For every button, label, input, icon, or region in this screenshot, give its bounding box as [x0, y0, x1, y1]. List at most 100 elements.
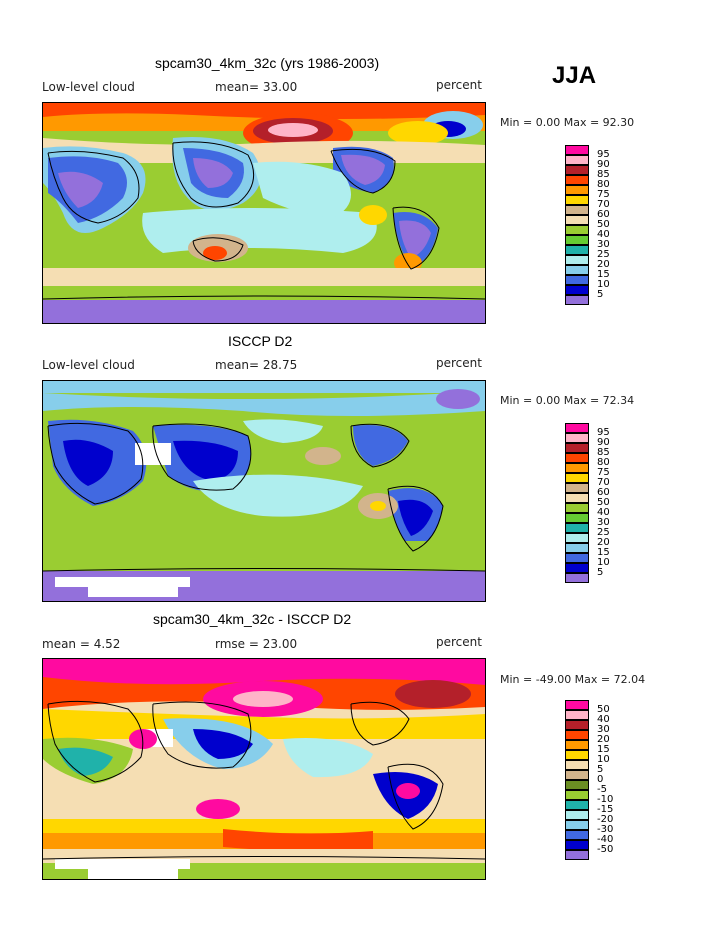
panel3-minmax: Min = -49.00 Max = 72.04: [500, 673, 646, 686]
panel1-legend-label: 40: [597, 229, 610, 240]
panel2-legend-label: 10: [597, 557, 610, 568]
panel1-legend-label: 30: [597, 239, 610, 250]
season-label: JJA: [552, 62, 597, 89]
panel3-legend-label: 30: [597, 724, 610, 735]
panel1-color-swatch: [565, 245, 589, 255]
panel3-legend-label: -10: [597, 794, 614, 805]
panel2-color-swatch: [565, 533, 589, 543]
panel2-color-swatch: [565, 503, 589, 513]
panel1-legend-label: 25: [597, 249, 610, 260]
panel1-legend-label: 50: [597, 219, 610, 230]
panel3-colorbar: 50 40 30 20 15 10 5 0 -5 -10 -15 -20 -30…: [565, 700, 655, 875]
panel1-color-swatch: [565, 165, 589, 175]
panel1-legend-label: 70: [597, 199, 610, 210]
panel1-legend-label: 80: [597, 179, 610, 190]
panel1-legend-label: 5: [597, 289, 604, 300]
panel1-field-label: Low-level cloud: [42, 80, 135, 94]
panel1-color-swatch: [565, 225, 589, 235]
panel3-legend-label: 50: [597, 704, 610, 715]
panel1-color-swatch: [565, 265, 589, 275]
panel2-legend-label: 60: [597, 487, 610, 498]
panel2-map-graphic: [43, 381, 485, 601]
panel2-legend-label: 70: [597, 477, 610, 488]
panel2-legend-label: 40: [597, 507, 610, 518]
panel3-color-swatch: [565, 850, 589, 860]
panel2-color-swatch: [565, 543, 589, 553]
panel2-legend-label: 5: [597, 567, 604, 578]
panel2-color-swatch: [565, 423, 589, 433]
panel2-field-label: Low-level cloud: [42, 358, 135, 372]
panel3-color-swatch: [565, 820, 589, 830]
panel3-legend-label: -20: [597, 814, 614, 825]
panel3-color-swatch: [565, 730, 589, 740]
panel2-legend-label: 15: [597, 547, 610, 558]
panel2-color-swatch: [565, 443, 589, 453]
panel2-legend-label: 90: [597, 437, 610, 448]
panel1-map: [42, 102, 486, 324]
panel3-legend-label: -5: [597, 784, 607, 795]
panel2-color-swatch: [565, 433, 589, 443]
panel1-units: percent: [436, 78, 482, 92]
panel3-color-swatch: [565, 710, 589, 720]
panel3-legend-label: 20: [597, 734, 610, 745]
panel1-color-swatch: [565, 155, 589, 165]
panel3-legend-label: 40: [597, 714, 610, 725]
panel1-title: spcam30_4km_32c (yrs 1986-2003): [155, 55, 380, 71]
panel1-legend-label: 15: [597, 269, 610, 280]
panel3-color-swatch: [565, 830, 589, 840]
panel3-legend-label: 10: [597, 754, 610, 765]
panel3-mean: mean = 4.52: [42, 637, 121, 651]
panel3-legend-label: -50: [597, 844, 614, 855]
panel2-legend-label: 25: [597, 527, 610, 538]
panel3-map: [42, 658, 486, 880]
panel3-color-swatch: [565, 810, 589, 820]
panel3-legend-label: -40: [597, 834, 614, 845]
panel3-map-graphic: [43, 659, 485, 879]
panel2-legend-label: 80: [597, 457, 610, 468]
panel1-color-swatch: [565, 255, 589, 265]
panel2-legend-label: 50: [597, 497, 610, 508]
panel3-color-swatch: [565, 720, 589, 730]
panel2-color-swatch: [565, 563, 589, 573]
panel2-color-swatch: [565, 573, 589, 583]
panel2-color-swatch: [565, 453, 589, 463]
panel1-color-swatch: [565, 195, 589, 205]
panel2-color-swatch: [565, 483, 589, 493]
panel2-legend-label: 20: [597, 537, 610, 548]
panel3-color-swatch: [565, 750, 589, 760]
panel2-color-swatch: [565, 553, 589, 563]
panel3-legend-label: -15: [597, 804, 614, 815]
panel2-color-swatch: [565, 513, 589, 523]
panel3-color-swatch: [565, 770, 589, 780]
panel3-color-swatch: [565, 790, 589, 800]
panel2-legend-label: 30: [597, 517, 610, 528]
panel3-legend-label: 0: [597, 774, 604, 785]
panel2-units: percent: [436, 356, 482, 370]
panel1-color-swatch: [565, 235, 589, 245]
panel1-mean: mean= 33.00: [215, 80, 298, 94]
panel1-color-swatch: [565, 295, 589, 305]
panel1-legend-label: 75: [597, 189, 610, 200]
panel3-color-swatch: [565, 840, 589, 850]
panel2-minmax: Min = 0.00 Max = 72.34: [500, 394, 635, 407]
panel3-color-swatch: [565, 740, 589, 750]
panel3-color-swatch: [565, 780, 589, 790]
panel1-map-graphic: [43, 103, 485, 323]
panel2-color-swatch: [565, 493, 589, 503]
panel1-minmax: Min = 0.00 Max = 92.30: [500, 116, 635, 129]
panel3-color-swatch: [565, 700, 589, 710]
panel2-color-swatch: [565, 523, 589, 533]
panel1-color-swatch: [565, 175, 589, 185]
panel1-legend-label: 95: [597, 149, 610, 160]
panel1-legend-label: 60: [597, 209, 610, 220]
panel1-color-swatch: [565, 185, 589, 195]
panel3-title: spcam30_4km_32c - ISCCP D2: [153, 611, 352, 627]
panel1-color-swatch: [565, 215, 589, 225]
panel1-legend-label: 20: [597, 259, 610, 270]
panel1-legend-label: 90: [597, 159, 610, 170]
panel1-legend-label: 85: [597, 169, 610, 180]
panel2-title: ISCCP D2: [228, 333, 293, 349]
panel1-color-swatch: [565, 275, 589, 285]
panel3-color-swatch: [565, 760, 589, 770]
panel3-rmse: rmse = 23.00: [215, 637, 298, 651]
